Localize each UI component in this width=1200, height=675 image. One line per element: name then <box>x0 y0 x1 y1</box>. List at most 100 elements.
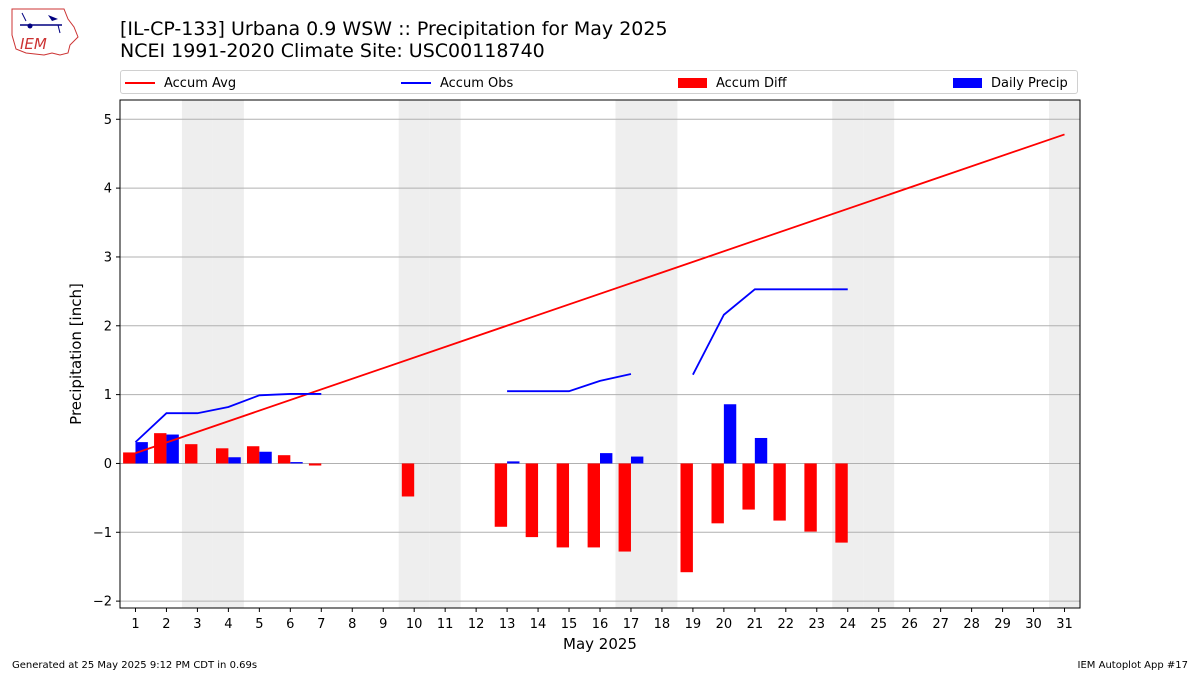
weekend-shade-day-10 <box>398 100 430 608</box>
x-tick-label-17: 17 <box>623 617 640 632</box>
x-tick-label-7: 7 <box>317 617 325 632</box>
daily-precip-bar-day-5 <box>259 451 272 464</box>
title-line-1: [IL-CP-133] Urbana 0.9 WSW :: Precipitat… <box>120 18 668 40</box>
accum-diff-bar-day-1 <box>123 452 136 464</box>
weekend-shade-day-18 <box>646 100 678 608</box>
x-tick-label-5: 5 <box>255 617 263 632</box>
daily-precip-bar-day-2 <box>166 434 179 464</box>
accum-diff-bar-day-13 <box>494 463 508 527</box>
weekend-shade-day-3 <box>181 100 213 608</box>
accum-diff-bar-day-24 <box>835 463 848 543</box>
legend-label-accum-avg: Accum Avg <box>164 75 237 91</box>
legend-item-accum-diff: Accum Diff <box>678 74 787 92</box>
accum-diff-bar-day-22 <box>773 463 786 521</box>
accum-obs-line-segment-1 <box>134 393 322 443</box>
y-tick-label-5: 5 <box>104 113 112 128</box>
legend-item-daily-precip: Daily Precip <box>953 74 1068 92</box>
x-tick-label-25: 25 <box>870 617 887 632</box>
x-tick-label-9: 9 <box>379 617 387 632</box>
accum-obs-line-segment-2 <box>507 373 632 393</box>
weekend-shade-day-31 <box>1049 100 1080 608</box>
logo-text: IEM <box>20 35 47 53</box>
weekend-shade-day-24 <box>832 100 864 608</box>
x-tick-label-23: 23 <box>809 617 826 632</box>
accum-diff-bar-day-17 <box>618 463 631 552</box>
legend-item-accum-avg: Accum Avg <box>125 74 236 92</box>
daily-precip-bar-day-6 <box>290 462 303 464</box>
x-tick-label-30: 30 <box>1025 617 1042 632</box>
accum-obs-line-segment-3 <box>692 288 848 376</box>
daily-precip-bar-day-21 <box>754 437 768 464</box>
accum-diff-bar-day-7 <box>308 463 322 466</box>
x-tick-label-4: 4 <box>224 617 232 632</box>
accum-avg-line <box>135 133 1065 454</box>
x-tick-label-22: 22 <box>778 617 795 632</box>
y-tick-label-2: 2 <box>104 319 112 334</box>
legend-swatch-accum-obs <box>401 82 431 84</box>
legend-label-accum-obs: Accum Obs <box>440 75 514 91</box>
weekend-shade-day-17 <box>615 100 647 608</box>
x-axis-label: May 2025 <box>563 635 637 653</box>
x-tick-label-10: 10 <box>406 617 423 632</box>
accum-diff-bar-day-6 <box>277 455 291 464</box>
x-tick-label-1: 1 <box>131 617 139 632</box>
y-tick-label-1: 1 <box>104 388 112 403</box>
legend-swatch-accum-avg <box>125 82 155 84</box>
y-tick-label--2: −2 <box>93 595 112 610</box>
x-tick-label-21: 21 <box>747 617 764 632</box>
x-tick-label-8: 8 <box>348 617 356 632</box>
accum-diff-bar-day-20 <box>711 463 724 524</box>
x-tick-label-11: 11 <box>437 617 454 632</box>
x-tick-label-12: 12 <box>468 617 485 632</box>
accum-diff-bar-day-23 <box>804 463 817 532</box>
accum-diff-bar-day-21 <box>742 463 755 510</box>
daily-precip-bar-day-16 <box>600 453 613 464</box>
x-tick-label-15: 15 <box>561 617 578 632</box>
y-tick-label-4: 4 <box>104 182 112 197</box>
accum-diff-bar-day-19 <box>680 463 693 573</box>
generated-timestamp: Generated at 25 May 2025 9:12 PM CDT in … <box>12 660 258 671</box>
x-tick-label-28: 28 <box>963 617 980 632</box>
x-tick-label-2: 2 <box>162 617 170 632</box>
daily-precip-bar-day-4 <box>228 457 241 464</box>
y-axis-label: Precipitation [inch] <box>67 283 85 425</box>
x-tick-label-14: 14 <box>530 617 547 632</box>
chart-title: [IL-CP-133] Urbana 0.9 WSW :: Precipitat… <box>120 18 668 62</box>
y-tick-label--1: −1 <box>93 526 112 541</box>
iem-logo: IEM <box>11 8 79 56</box>
accum-diff-bar-day-3 <box>185 444 198 464</box>
daily-precip-bar-day-1 <box>135 442 148 464</box>
x-tick-label-26: 26 <box>901 617 918 632</box>
legend-label-daily-precip: Daily Precip <box>991 75 1068 91</box>
weekend-shade-day-25 <box>863 100 895 608</box>
x-tick-label-3: 3 <box>193 617 201 632</box>
x-tick-label-13: 13 <box>499 617 516 632</box>
daily-precip-bar-day-20 <box>723 404 737 464</box>
legend-swatch-daily-precip <box>953 78 982 88</box>
x-tick-label-24: 24 <box>839 617 856 632</box>
accum-diff-bar-day-10 <box>401 463 415 497</box>
daily-precip-bar-day-17 <box>630 456 644 464</box>
accum-diff-bar-day-5 <box>246 446 260 464</box>
accum-diff-bar-day-15 <box>556 463 570 548</box>
x-tick-label-6: 6 <box>286 617 294 632</box>
legend: Accum Avg Accum Obs Accum Diff Daily Pre… <box>120 70 1078 94</box>
legend-swatch-accum-diff <box>678 78 707 88</box>
x-tick-label-16: 16 <box>592 617 609 632</box>
accum-diff-bar-day-2 <box>154 433 167 464</box>
x-tick-label-19: 19 <box>685 617 702 632</box>
plot-frame <box>119 99 1081 609</box>
accum-diff-bar-day-14 <box>525 463 539 538</box>
weekend-shade-day-11 <box>429 100 461 608</box>
x-tick-label-27: 27 <box>932 617 949 632</box>
x-tick-label-31: 31 <box>1056 617 1073 632</box>
title-line-2: NCEI 1991-2020 Climate Site: USC00118740 <box>120 40 545 62</box>
x-tick-label-29: 29 <box>994 617 1011 632</box>
app-credit: IEM Autoplot App #17 <box>1077 660 1188 671</box>
legend-label-accum-diff: Accum Diff <box>716 75 787 91</box>
weekend-shade-day-4 <box>212 100 244 608</box>
legend-item-accum-obs: Accum Obs <box>401 74 513 92</box>
y-tick-label-0: 0 <box>104 457 112 472</box>
x-tick-label-20: 20 <box>716 617 733 632</box>
